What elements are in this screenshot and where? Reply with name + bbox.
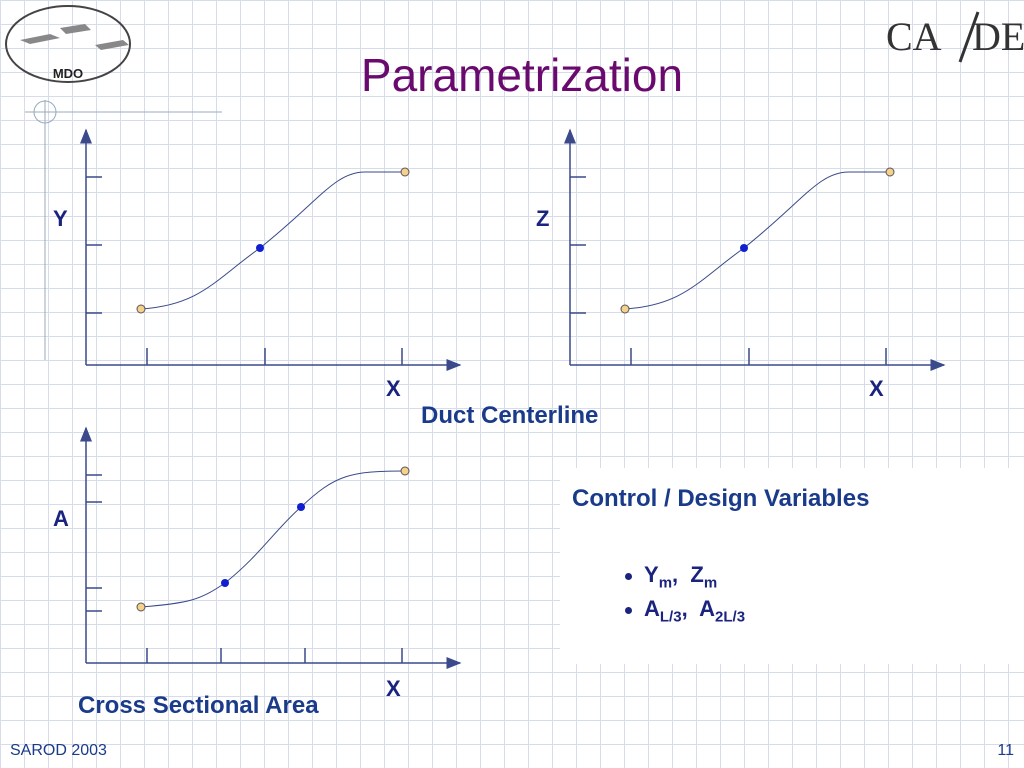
y-label: Z [536, 206, 550, 231]
caption: Duct Centerline [421, 402, 599, 429]
footer-left: SAROD 2003 [10, 742, 107, 759]
text: m [658, 574, 673, 592]
text: 2L/3 [715, 608, 746, 626]
curves [140, 171, 890, 608]
text: m [703, 574, 718, 592]
caption: Cross Sectional Area [78, 692, 319, 719]
logo-text: MDO [53, 66, 83, 81]
logo-text: DE [972, 14, 1024, 59]
text: , [672, 562, 679, 587]
footer-right: 11 [997, 742, 1014, 759]
panel [560, 468, 1024, 664]
text: Z [690, 562, 704, 587]
logo-right: CA DE [886, 11, 1024, 63]
points [136, 167, 895, 612]
y-label: Y [53, 206, 68, 231]
decoration [25, 100, 222, 360]
text: A [699, 596, 716, 621]
text: , [681, 596, 688, 621]
bullet-item: Ym, Zm [625, 562, 717, 591]
bullet-item: AL/3, A2L/3 [625, 596, 745, 625]
x-label: X [386, 676, 401, 701]
text: A [644, 596, 660, 621]
y-label: A [53, 506, 69, 531]
axes [80, 128, 946, 669]
logo-text: CA [886, 14, 942, 59]
text: L/3 [659, 608, 682, 626]
x-label: X [869, 376, 884, 401]
x-label: X [386, 376, 401, 401]
heading: Control / Design Variables [572, 485, 870, 512]
title: Parametrization [360, 49, 684, 101]
logo-left: MDO [5, 5, 131, 83]
text: Y [644, 562, 659, 587]
